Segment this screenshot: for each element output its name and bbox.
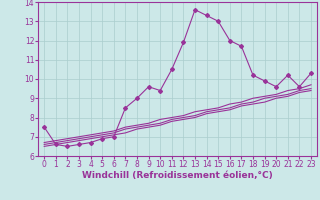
X-axis label: Windchill (Refroidissement éolien,°C): Windchill (Refroidissement éolien,°C)	[82, 171, 273, 180]
